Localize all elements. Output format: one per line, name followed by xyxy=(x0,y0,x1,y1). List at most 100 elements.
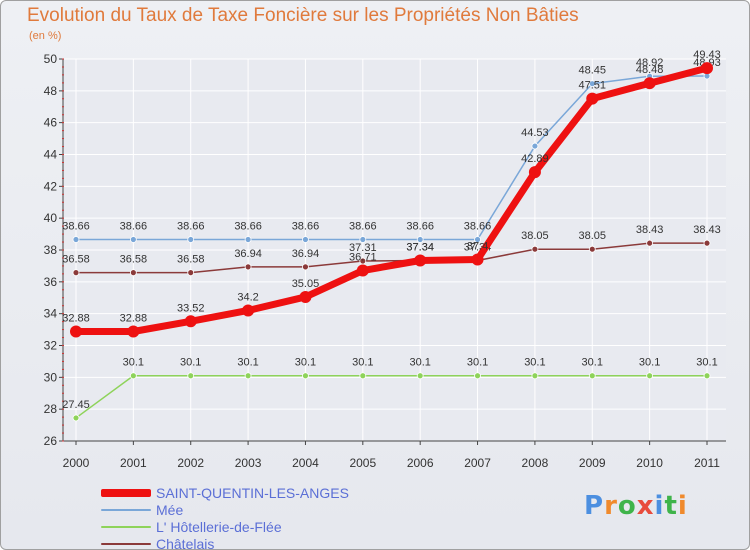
data-label: 38.05 xyxy=(579,230,607,242)
data-point xyxy=(703,372,711,380)
logo-letter: i xyxy=(654,491,665,521)
data-point xyxy=(129,269,137,277)
data-point xyxy=(244,236,252,243)
y-tick-label: 34 xyxy=(44,307,58,321)
data-label: 38.66 xyxy=(120,220,148,232)
x-tick-label: 2007 xyxy=(464,456,491,470)
legend-item: Châtelais xyxy=(101,536,421,550)
data-point xyxy=(643,77,656,90)
y-tick-label: 44 xyxy=(44,148,58,162)
data-point xyxy=(359,236,367,243)
data-label: 37.34 xyxy=(406,242,434,254)
x-tick-label: 2003 xyxy=(235,456,262,470)
data-label: 42.89 xyxy=(521,153,549,165)
data-label: 38.66 xyxy=(464,220,492,232)
logo-letter: i xyxy=(677,491,688,521)
legend-swatch xyxy=(101,543,151,545)
data-point xyxy=(244,263,252,271)
y-tick-label: 28 xyxy=(44,402,58,416)
y-tick-label: 42 xyxy=(44,179,58,193)
data-label: 48.48 xyxy=(636,64,664,76)
x-tick-label: 2005 xyxy=(349,456,376,470)
logo-letter: o xyxy=(617,491,637,521)
data-label: 38.66 xyxy=(234,220,262,232)
data-point xyxy=(646,372,654,380)
legend-label: Châtelais xyxy=(156,536,215,550)
logo-letter: r xyxy=(604,491,618,521)
y-tick-label: 40 xyxy=(44,211,58,225)
data-label: 30.1 xyxy=(123,357,144,369)
logo-letter: x xyxy=(636,491,655,521)
data-label: 36.58 xyxy=(177,254,205,266)
data-label: 35.05 xyxy=(292,278,320,290)
x-tick-label: 2002 xyxy=(177,456,204,470)
series-line-2 xyxy=(75,75,708,241)
data-label: 36.94 xyxy=(234,248,262,260)
x-tick-label: 2004 xyxy=(292,456,319,470)
data-point xyxy=(703,239,711,247)
legend-item: Mée xyxy=(101,502,421,519)
logo-letter: P xyxy=(584,491,605,521)
data-point xyxy=(187,236,195,243)
data-point xyxy=(474,372,481,380)
data-label: 38.66 xyxy=(406,220,434,232)
data-point xyxy=(72,269,80,277)
data-label: 30.1 xyxy=(352,357,373,369)
data-label: 30.1 xyxy=(467,357,488,369)
data-point xyxy=(356,264,369,277)
y-tick-label: 30 xyxy=(44,370,58,384)
data-point xyxy=(187,269,195,277)
data-point xyxy=(299,290,312,303)
data-label: 33.52 xyxy=(177,302,205,314)
data-label: 30.1 xyxy=(295,357,316,369)
data-point xyxy=(586,92,599,105)
x-tick-label: 2009 xyxy=(579,456,606,470)
legend-label: L' Hôtellerie-de-Flée xyxy=(156,519,282,535)
data-label: 38.66 xyxy=(292,220,320,232)
data-point xyxy=(244,372,252,380)
data-point xyxy=(72,414,80,422)
data-point xyxy=(474,236,481,243)
data-point xyxy=(588,245,596,253)
data-point xyxy=(129,236,137,243)
y-tick-label: 46 xyxy=(44,116,58,130)
data-point xyxy=(242,304,255,317)
y-tick-label: 26 xyxy=(44,434,58,448)
data-point xyxy=(471,253,484,266)
data-label: 38.66 xyxy=(177,220,205,232)
data-point xyxy=(184,315,197,328)
series-line-1 xyxy=(75,374,708,419)
series-line-0 xyxy=(75,242,708,274)
data-label: 32.88 xyxy=(120,312,148,324)
legend-label: SAINT-QUENTIN-LES-ANGES xyxy=(156,485,349,501)
data-label: 30.1 xyxy=(237,357,258,369)
data-point xyxy=(72,236,80,243)
data-point xyxy=(531,245,539,253)
data-label: 30.1 xyxy=(524,357,545,369)
data-label: 36.58 xyxy=(120,254,148,266)
data-point xyxy=(531,372,539,380)
data-label: 37.4 xyxy=(467,241,488,253)
series-line-3 xyxy=(72,64,711,335)
data-point xyxy=(302,372,309,380)
data-point xyxy=(416,236,424,243)
data-point xyxy=(359,257,367,265)
unit-label: (en %) xyxy=(29,30,62,42)
x-tick-label: 2011 xyxy=(694,456,720,470)
legend-swatch xyxy=(101,509,151,511)
legend-item: L' Hôtellerie-de-Flée xyxy=(101,519,421,536)
y-tick-label: 32 xyxy=(44,339,58,353)
data-point xyxy=(416,372,424,380)
data-label: 38.43 xyxy=(636,224,664,236)
data-label: 37.34 xyxy=(406,242,434,254)
y-tick-label: 36 xyxy=(44,275,58,289)
data-label: 38.66 xyxy=(349,220,377,232)
y-tick-label: 48 xyxy=(44,84,58,98)
data-point xyxy=(588,372,596,380)
data-label: 38.43 xyxy=(693,224,721,236)
data-point xyxy=(302,263,309,271)
data-point xyxy=(701,62,713,75)
legend-swatch xyxy=(101,526,151,528)
x-tick-label: 2000 xyxy=(63,456,90,470)
